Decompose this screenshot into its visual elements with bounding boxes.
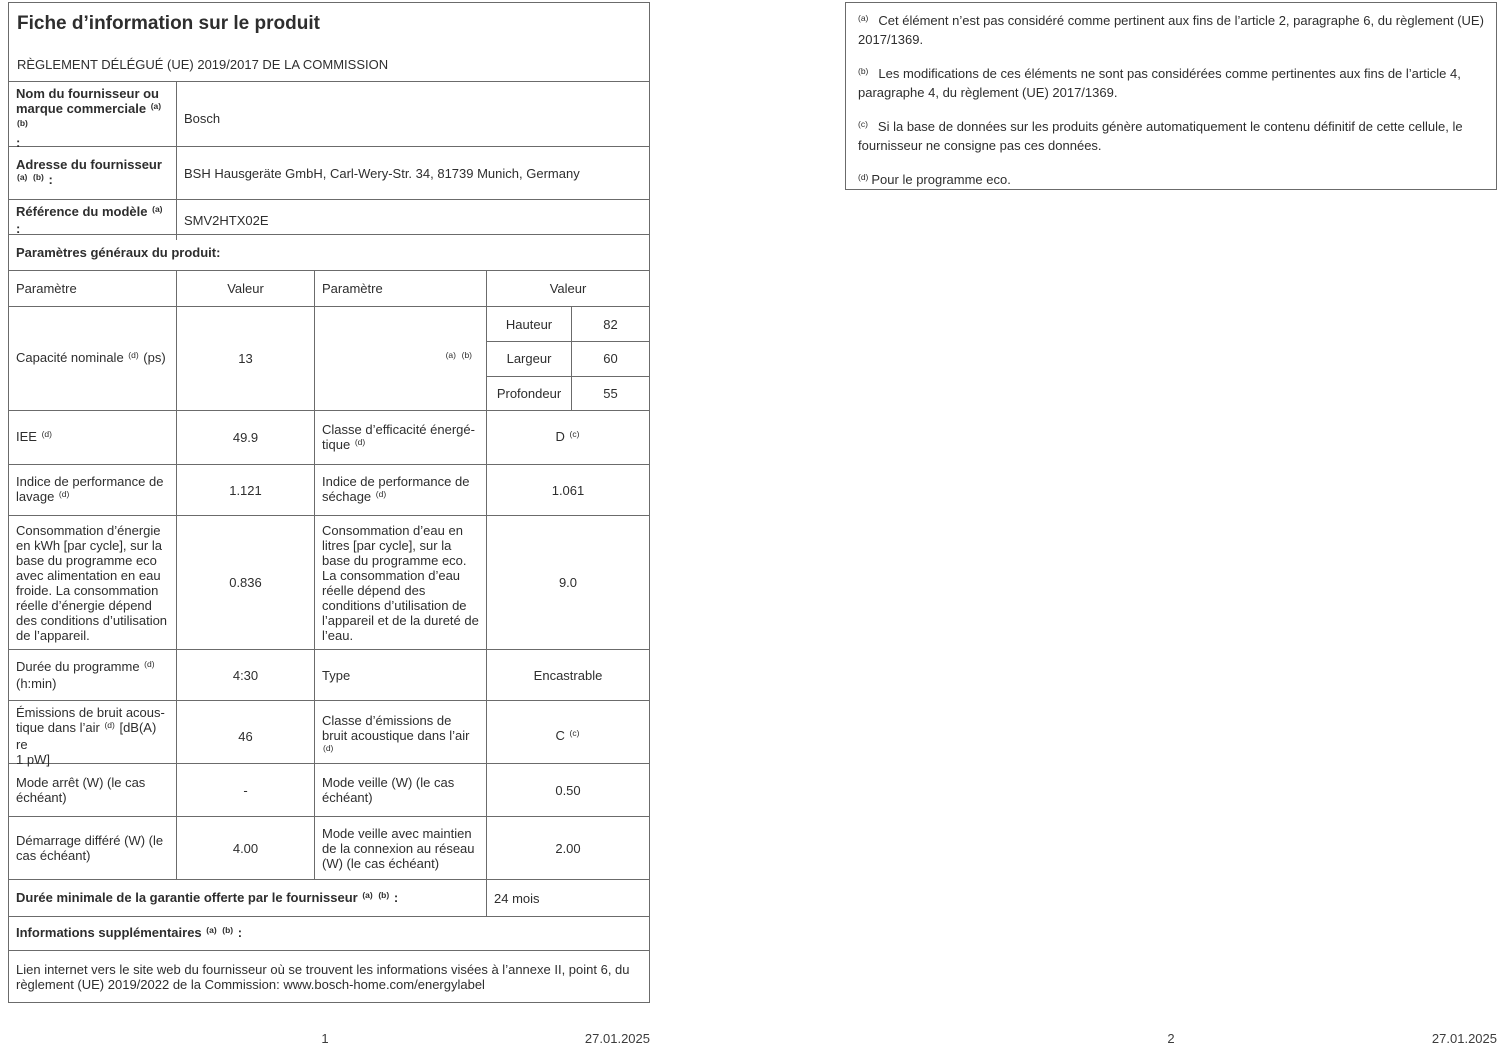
param-label-off-mode: Mode arrêt (W) (le cas échéant) (16, 775, 146, 805)
page-2-date: 27.01.2025 (1431, 1031, 1497, 1046)
warranty-value: 24 mois (494, 890, 540, 906)
footnote-c-marker: (c) (858, 119, 868, 129)
dimension-value-depth: 55 (603, 385, 618, 401)
supplier-name-label: Nom du fournisseur ou marque commerciale… (16, 86, 162, 150)
dimension-value-height: 82 (603, 316, 618, 332)
footnote-b-marker: (b) (858, 66, 869, 76)
footnote-b-text: Les modifications de ces éléments ne son… (858, 66, 1461, 100)
param-label-noise-emissions: Émissions de bruit acous-tique dans l’ai… (16, 705, 165, 767)
param-value-wash-index: 1.121 (229, 482, 262, 498)
param-value-off-mode: - (243, 782, 248, 798)
model-reference-value: SMV2HTX02E (184, 212, 269, 228)
param-label-program-duration: Durée du programme (d) (h:min) (16, 659, 155, 691)
column-header-value-1: Valeur (227, 281, 264, 296)
param-label-eei: IEE (d) (16, 429, 52, 444)
page-1-date: 27.01.2025 (584, 1031, 650, 1046)
param-label-networked-standby: Mode veille avec maintien de la connexio… (322, 825, 475, 871)
product-fiche: Fiche d’information sur le produit RÈGLE… (8, 2, 650, 1003)
fiche-header: Fiche d’information sur le produit RÈGLE… (9, 3, 649, 81)
table-row-noise: Émissions de bruit acous-tique dans l’ai… (9, 700, 649, 771)
footnote-c-text: Si la base de données sur les produits g… (858, 119, 1463, 153)
dimension-label-depth: Profondeur (496, 385, 562, 401)
footnote-a: (a) Cet élément n’est pas considéré comme… (858, 12, 1484, 48)
param-label-type: Type (322, 667, 351, 683)
supplier-name-value: Bosch (184, 110, 221, 126)
footnote-b: (b) Les modifications de ces éléments ne … (858, 65, 1484, 101)
param-value-networked-standby: 2.00 (555, 840, 581, 856)
table-row-additional-info: Informations supplémentaires (a) (b) : (9, 916, 649, 950)
param-value-type: Encastrable (533, 667, 603, 683)
param-value-capacity: 13 (238, 351, 253, 366)
supplier-address-value: BSH Hausgeräte GmbH, Carl-Wery-Str. 34, … (184, 165, 580, 181)
table-row-consumption: Consommation d’énergie en kWh [par cycle… (9, 515, 649, 649)
section-title: Paramètres généraux du produit: (16, 245, 221, 260)
table-row-model-reference: Référence du modèle (a) : SMV2HTX02E (9, 199, 649, 240)
table-row-duration-type: Durée du programme (d) (h:min) 4:30 Type … (9, 649, 649, 700)
param-value-energy-consumption: 0.836 (229, 575, 262, 590)
footnote-d-text: Pour le programme eco. (871, 172, 1011, 187)
param-value-noise-emissions: 46 (238, 728, 253, 744)
table-row-column-headers: Paramètre Valeur Paramètre Valeur (9, 270, 649, 306)
param-value-standby-mode: 0.50 (555, 782, 581, 798)
param-label-delay-start: Démarrage différé (W) (le cas échéant) (16, 833, 164, 863)
param-value-eei: 49.9 (232, 430, 259, 445)
param-label-capacity: Capacité nominale (d) (ps) (16, 350, 166, 365)
column-header-value-2: Valeur (549, 281, 587, 296)
dimension-label-width: Largeur (506, 351, 552, 367)
table-row-supplier-link: Lien internet vers le site web du fourni… (9, 950, 649, 1002)
table-row-warranty: Durée minimale de la garantie offerte pa… (9, 879, 649, 916)
dimension-value-width: 60 (603, 351, 618, 367)
regulation-subtitle: RÈGLEMENT DÉLÉGUÉ (UE) 2019/2017 DE LA C… (17, 57, 389, 72)
page-title: Fiche d’information sur le produit (17, 13, 320, 34)
supplier-address-label: Adresse du fournisseur (a) (b) : (16, 157, 162, 187)
dimension-row-depth: Profondeur 55 (487, 375, 649, 410)
table-row-performance-indexes: Indice de performance de lavage (d) 1.12… (9, 464, 649, 515)
table-row-capacity-dimensions: Capacité nominale (d) (ps) 13 (a) (b) Ha… (9, 306, 649, 410)
param-value-program-duration: 4:30 (232, 667, 259, 683)
param-label-dimensions-footnotes: (a) (b) (445, 350, 472, 360)
table-row-delay-networked-standby: Démarrage différé (W) (le cas échéant) 4… (9, 816, 649, 879)
param-value-noise-class: C (c) (555, 727, 580, 743)
table-row-section-title: Paramètres généraux du produit: (9, 234, 649, 270)
warranty-label: Durée minimale de la garantie offerte pa… (16, 889, 399, 905)
footnote-a-marker: (a) (858, 13, 869, 23)
column-header-parameter-1: Paramètre (16, 281, 77, 296)
param-label-wash-index: Indice de performance de lavage (d) (16, 474, 164, 504)
dimension-label-height: Hauteur (505, 316, 553, 332)
table-row-supplier-name: Nom du fournisseur ou marque commerciale… (9, 81, 649, 154)
model-reference-label: Référence du modèle (a) : (16, 204, 163, 236)
page-2-number: 2 (1167, 1031, 1175, 1046)
supplier-link-text: Lien internet vers le site web du fourni… (16, 961, 630, 992)
footnote-d: (d) Pour le programme eco. (858, 171, 1484, 190)
param-label-dry-index: Indice de performance de séchage (d) (322, 474, 470, 504)
footnotes-panel: (a) Cet élément n’est pas considéré comme… (845, 2, 1497, 190)
param-label-energy-consumption: Consommation d’énergie en kWh [par cycle… (16, 522, 168, 643)
param-label-energy-class: Classe d’efficacité énergé-tique (d) (322, 421, 475, 452)
additional-info-label: Informations supplémentaires (a) (b) : (16, 925, 243, 940)
param-label-noise-class: Classe d’émissions de bruit acoustique d… (322, 712, 470, 753)
param-label-water-consumption: Consommation d’eau en litres [par cycle]… (322, 522, 479, 643)
param-value-dry-index: 1.061 (551, 482, 585, 498)
table-row-supplier-address: Adresse du fournisseur (a) (b) : BSH Hau… (9, 146, 649, 199)
column-header-parameter-2: Paramètre (322, 281, 383, 296)
param-value-energy-class: D (c) (555, 429, 580, 444)
footnote-a-text: Cet élément n’est pas considéré comme pe… (858, 13, 1484, 47)
param-value-water-consumption: 9.0 (558, 575, 578, 590)
footnote-c: (c) Si la base de données sur les produit… (858, 118, 1484, 154)
param-value-delay-start: 4.00 (232, 840, 259, 856)
dimensions-subtable: Hauteur 82 Largeur 60 Profondeur 55 (486, 307, 649, 410)
footnote-d-marker: (d) (858, 172, 869, 182)
dimension-row-height: Hauteur 82 (487, 307, 649, 342)
table-row-eei-energy-class: IEE (d) 49.9 Classe d’efficacité énergé-… (9, 410, 649, 464)
param-label-standby-mode: Mode veille (W) (le cas échéant) (322, 775, 455, 805)
table-row-off-standby: Mode arrêt (W) (le cas échéant) - Mode v… (9, 763, 649, 816)
page-1-number: 1 (321, 1031, 329, 1046)
dimension-row-width: Largeur 60 (487, 341, 649, 376)
